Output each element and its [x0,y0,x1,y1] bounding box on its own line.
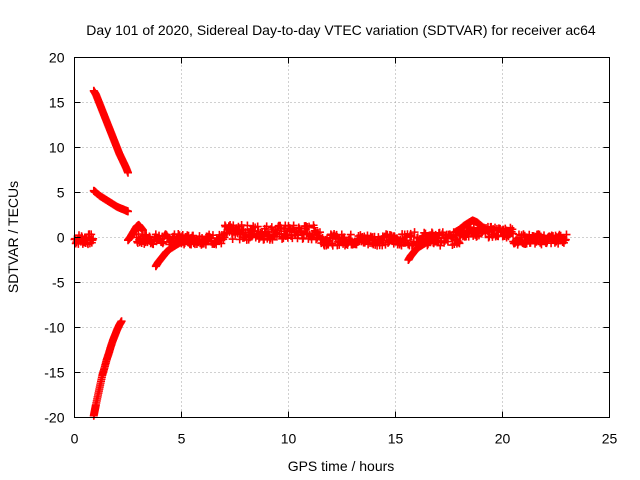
y-tick-label: -10 [44,320,64,336]
x-tick-label: 15 [388,431,404,447]
y-axis-label: SDTVAR / TECUs [5,181,21,293]
y-tick-label: -20 [44,410,64,426]
data-point [315,228,324,237]
y-tick-label: -15 [44,365,64,381]
y-tick-label: -5 [52,275,65,291]
data-point [89,234,98,243]
data-point [443,237,452,246]
data-point [124,168,132,177]
data-points [70,86,571,420]
y-tick-label: 20 [49,50,65,66]
y-tick-label: 5 [57,185,65,201]
x-tick-label: 5 [178,431,186,447]
x-tick-label: 20 [495,431,511,447]
data-point [228,235,237,244]
data-point [87,230,96,239]
data-point [562,230,571,239]
data-point [346,230,355,239]
data-point [217,239,226,248]
x-tick-label: 25 [602,431,618,447]
y-axis-ticks: -20 -15 -10 -5 0 5 10 15 20 [44,50,610,426]
x-tick-label: 10 [281,431,297,447]
y-tick-label: 15 [49,95,65,111]
chart-title: Day 101 of 2020, Sidereal Day-to-day VTE… [86,22,596,38]
data-point [305,222,314,231]
data-point [455,239,464,248]
data-point [117,317,126,326]
data-point [449,228,458,237]
data-point [340,233,349,242]
y-tick-label: 0 [57,230,65,246]
x-axis-ticks: 0 5 10 15 20 25 [71,57,618,447]
data-point [410,228,419,237]
x-tick-label: 0 [71,431,79,447]
y-tick-label: 10 [49,140,65,156]
data-point [124,207,132,216]
x-axis-label: GPS time / hours [288,458,395,474]
